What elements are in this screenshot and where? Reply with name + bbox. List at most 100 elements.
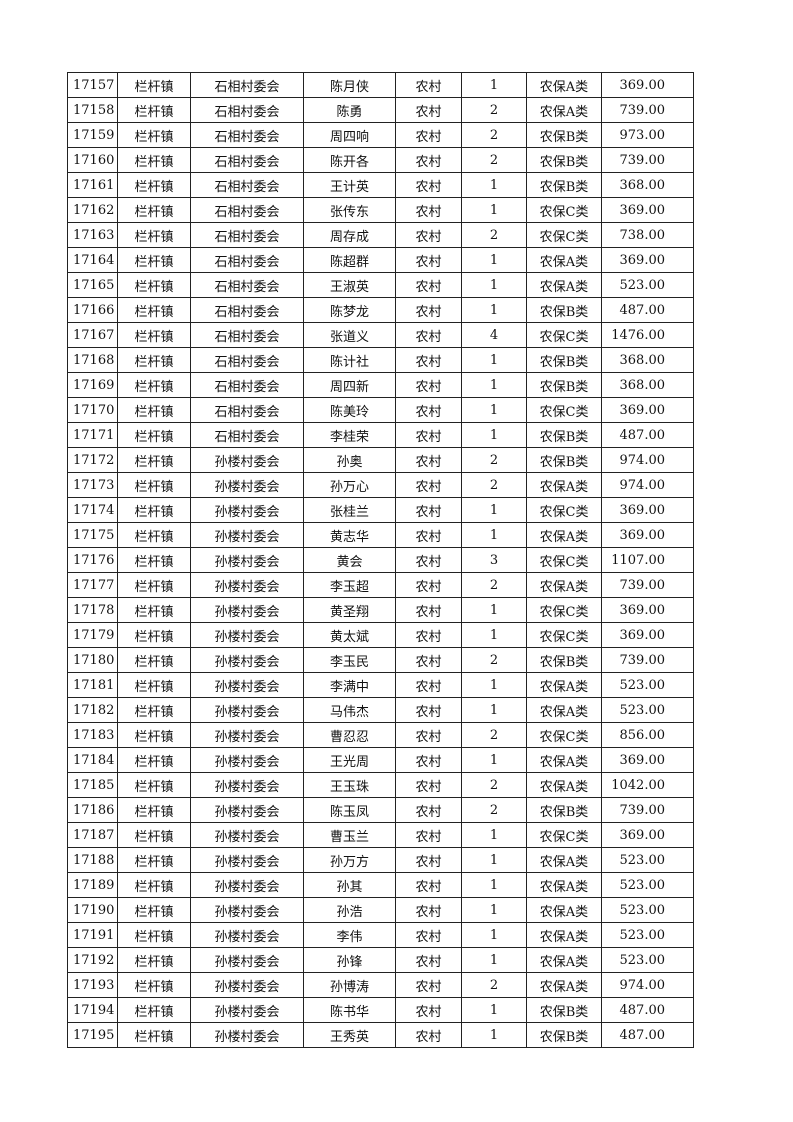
amount-cell: 369.00: [601, 522, 694, 548]
record-id-cell: 17176: [67, 547, 118, 573]
insurance-category-cell: 农保B类: [526, 122, 602, 148]
amount-cell: 523.00: [601, 922, 694, 948]
insurance-category-cell: 农保A类: [526, 847, 602, 873]
household-count-cell: 1: [461, 872, 527, 898]
household-count-cell: 1: [461, 697, 527, 723]
record-id-cell: 17166: [67, 297, 118, 323]
residence-type-cell: 农村: [395, 347, 462, 373]
table-row: 17157 栏杆镇 石相村委会 陈月侠 农村 1 农保A类 369.00: [67, 72, 694, 98]
residence-type-cell: 农村: [395, 222, 462, 248]
household-count-cell: 1: [461, 597, 527, 623]
town-cell: 栏杆镇: [117, 772, 191, 798]
insurance-category-cell: 农保B类: [526, 447, 602, 473]
record-id-cell: 17192: [67, 947, 118, 973]
household-count-cell: 2: [461, 772, 527, 798]
table-row: 17176 栏杆镇 孙楼村委会 黄会 农村 3 农保C类 1107.00: [67, 547, 694, 573]
person-name-cell: 陈月侠: [303, 72, 396, 98]
household-count-cell: 2: [461, 472, 527, 498]
insurance-category-cell: 农保C类: [526, 322, 602, 348]
village-committee-cell: 石相村委会: [190, 397, 304, 423]
village-committee-cell: 孙楼村委会: [190, 872, 304, 898]
person-name-cell: 黄志华: [303, 522, 396, 548]
household-count-cell: 1: [461, 172, 527, 198]
town-cell: 栏杆镇: [117, 822, 191, 848]
town-cell: 栏杆镇: [117, 1022, 191, 1048]
insurance-category-cell: 农保C类: [526, 597, 602, 623]
insurance-category-cell: 农保A类: [526, 72, 602, 98]
record-id-cell: 17177: [67, 572, 118, 598]
village-committee-cell: 石相村委会: [190, 72, 304, 98]
record-id-cell: 17170: [67, 397, 118, 423]
village-committee-cell: 石相村委会: [190, 322, 304, 348]
record-id-cell: 17183: [67, 722, 118, 748]
insurance-category-cell: 农保A类: [526, 947, 602, 973]
household-count-cell: 1: [461, 1022, 527, 1048]
person-name-cell: 张桂兰: [303, 497, 396, 523]
table-row: 17189 栏杆镇 孙楼村委会 孙其 农村 1 农保A类 523.00: [67, 872, 694, 898]
amount-cell: 1107.00: [601, 547, 694, 573]
amount-cell: 368.00: [601, 172, 694, 198]
person-name-cell: 陈计社: [303, 347, 396, 373]
table-row: 17173 栏杆镇 孙楼村委会 孙万心 农村 2 农保A类 974.00: [67, 472, 694, 498]
table-row: 17191 栏杆镇 孙楼村委会 李伟 农村 1 农保A类 523.00: [67, 922, 694, 948]
insurance-category-cell: 农保A类: [526, 697, 602, 723]
household-count-cell: 1: [461, 347, 527, 373]
village-committee-cell: 石相村委会: [190, 372, 304, 398]
household-count-cell: 2: [461, 972, 527, 998]
table-row: 17163 栏杆镇 石相村委会 周存成 农村 2 农保C类 738.00: [67, 222, 694, 248]
amount-cell: 369.00: [601, 497, 694, 523]
person-name-cell: 曹玉兰: [303, 822, 396, 848]
household-count-cell: 2: [461, 722, 527, 748]
amount-cell: 523.00: [601, 872, 694, 898]
record-id-cell: 17185: [67, 772, 118, 798]
person-name-cell: 黄太斌: [303, 622, 396, 648]
person-name-cell: 陈梦龙: [303, 297, 396, 323]
record-id-cell: 17186: [67, 797, 118, 823]
household-count-cell: 1: [461, 72, 527, 98]
amount-cell: 487.00: [601, 997, 694, 1023]
village-committee-cell: 孙楼村委会: [190, 447, 304, 473]
village-committee-cell: 孙楼村委会: [190, 772, 304, 798]
record-id-cell: 17157: [67, 72, 118, 98]
table-body: 17157 栏杆镇 石相村委会 陈月侠 农村 1 农保A类 369.00 17158 栏杆镇 石相村…: [67, 72, 694, 1048]
insurance-category-cell: 农保C类: [526, 722, 602, 748]
person-name-cell: 陈开各: [303, 147, 396, 173]
village-committee-cell: 孙楼村委会: [190, 947, 304, 973]
household-count-cell: 1: [461, 372, 527, 398]
town-cell: 栏杆镇: [117, 597, 191, 623]
town-cell: 栏杆镇: [117, 372, 191, 398]
village-committee-cell: 石相村委会: [190, 147, 304, 173]
amount-cell: 487.00: [601, 1022, 694, 1048]
household-count-cell: 2: [461, 122, 527, 148]
insurance-category-cell: 农保A类: [526, 972, 602, 998]
table-row: 17168 栏杆镇 石相村委会 陈计社 农村 1 农保B类 368.00: [67, 347, 694, 373]
person-name-cell: 李满中: [303, 672, 396, 698]
household-count-cell: 1: [461, 497, 527, 523]
residence-type-cell: 农村: [395, 1022, 462, 1048]
town-cell: 栏杆镇: [117, 897, 191, 923]
person-name-cell: 李伟: [303, 922, 396, 948]
insurance-category-cell: 农保C类: [526, 622, 602, 648]
table-row: 17188 栏杆镇 孙楼村委会 孙万方 农村 1 农保A类 523.00: [67, 847, 694, 873]
village-committee-cell: 孙楼村委会: [190, 547, 304, 573]
town-cell: 栏杆镇: [117, 322, 191, 348]
table-row: 17172 栏杆镇 孙楼村委会 孙奥 农村 2 农保B类 974.00: [67, 447, 694, 473]
residence-type-cell: 农村: [395, 522, 462, 548]
insurance-category-cell: 农保C类: [526, 197, 602, 223]
household-count-cell: 1: [461, 622, 527, 648]
village-committee-cell: 孙楼村委会: [190, 472, 304, 498]
amount-cell: 1476.00: [601, 322, 694, 348]
record-id-cell: 17165: [67, 272, 118, 298]
town-cell: 栏杆镇: [117, 922, 191, 948]
table-row: 17180 栏杆镇 孙楼村委会 李玉民 农村 2 农保B类 739.00: [67, 647, 694, 673]
person-name-cell: 王秀英: [303, 1022, 396, 1048]
insurance-category-cell: 农保C类: [526, 497, 602, 523]
village-committee-cell: 孙楼村委会: [190, 647, 304, 673]
household-count-cell: 1: [461, 747, 527, 773]
amount-cell: 369.00: [601, 197, 694, 223]
table-row: 17160 栏杆镇 石相村委会 陈开各 农村 2 农保B类 739.00: [67, 147, 694, 173]
insurance-category-cell: 农保A类: [526, 522, 602, 548]
household-count-cell: 1: [461, 197, 527, 223]
insurance-category-cell: 农保B类: [526, 372, 602, 398]
village-committee-cell: 孙楼村委会: [190, 972, 304, 998]
